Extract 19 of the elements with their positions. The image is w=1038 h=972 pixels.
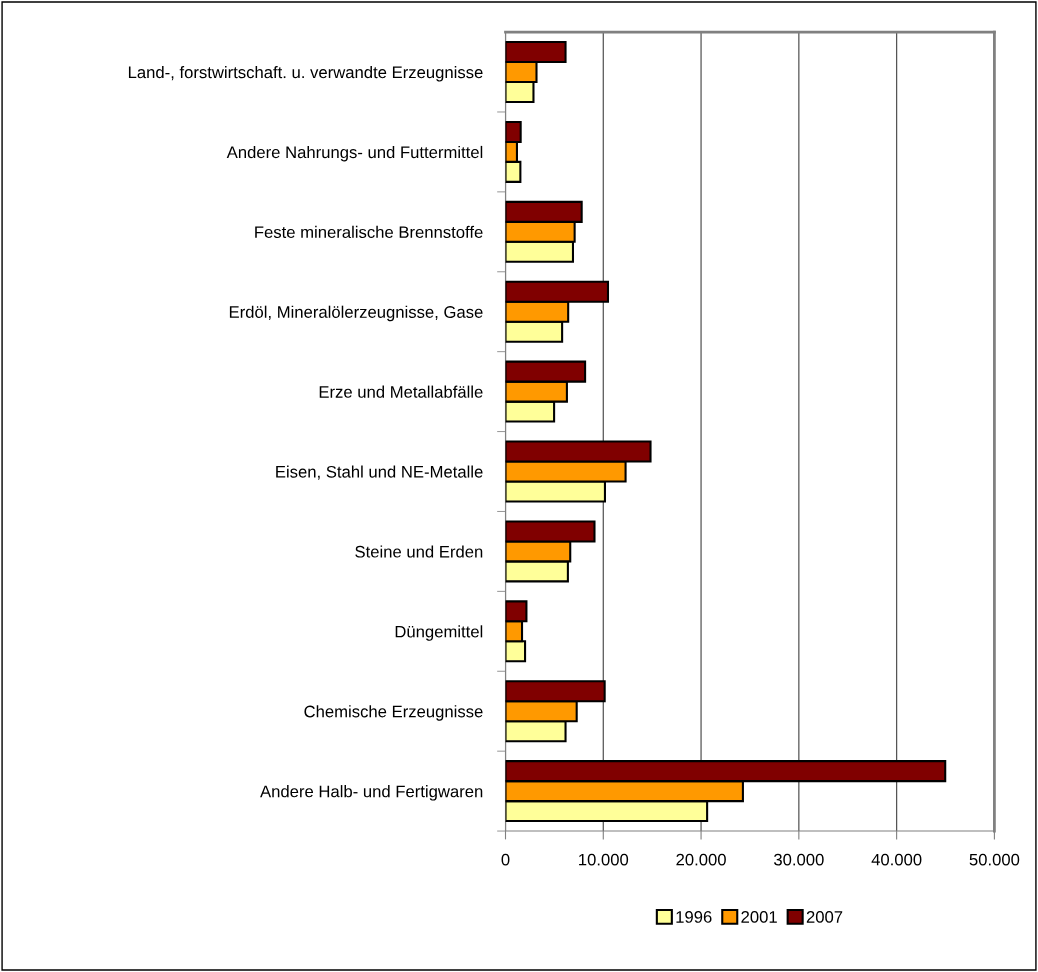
x-tick-label: 10.000 (579, 853, 629, 866)
y-tick-label: Erze und Metallabfälle (319, 385, 483, 398)
y-tick-label: Erdöl, Mineralölerzeugnisse, Gase (229, 305, 483, 322)
y-tick-label: Steine und Erden (355, 545, 483, 558)
x-tick-label: 30.000 (773, 853, 824, 866)
y-tick-label: Eisen, Stahl und NE-Metalle (276, 465, 483, 480)
x-tick-label: 50.000 (969, 853, 1020, 866)
y-tick-label: Düngemittel (395, 625, 483, 641)
legend-label: 2001 (741, 911, 777, 923)
y-tick-label: Chemische Erzeugnisse (304, 705, 483, 721)
y-tick-label: Andere Nahrungs- und Futtermittel (226, 145, 483, 162)
y-tick-label: Feste mineralische Brennstoffe (255, 225, 483, 239)
legend-label: 1996 (676, 911, 712, 923)
y-tick-label: Andere Halb- und Fertigwaren (260, 785, 483, 801)
legend-label: 2007 (806, 911, 843, 923)
y-tick-label: Land-, forstwirtschaft. u. verwandte Erzeugnisse (128, 65, 483, 82)
x-tick-label: 40.000 (871, 853, 922, 866)
x-tick-label: 0 (501, 853, 510, 866)
x-tick-label: 20.000 (676, 853, 726, 866)
